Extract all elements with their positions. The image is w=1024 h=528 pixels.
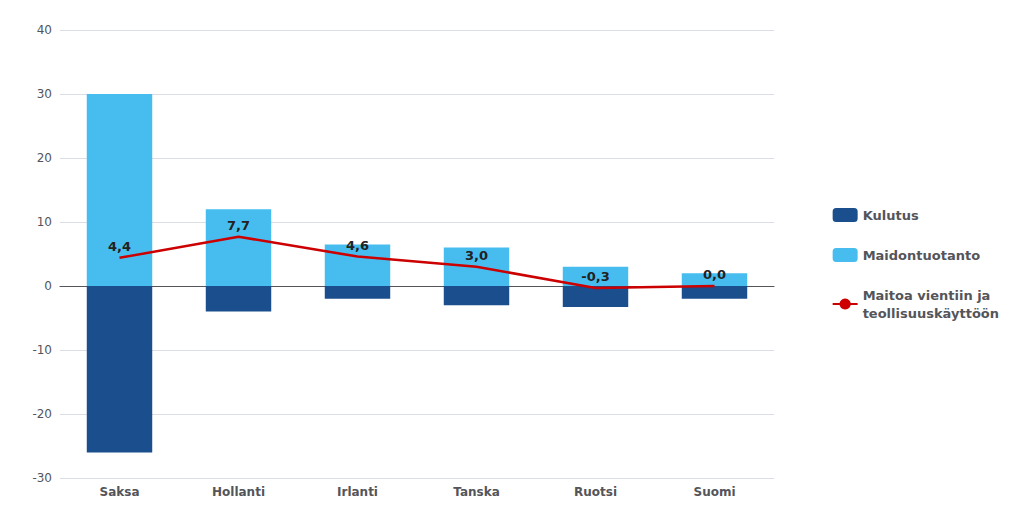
svg-text:Suomi: Suomi bbox=[693, 485, 735, 499]
svg-text:3,0: 3,0 bbox=[465, 248, 488, 263]
svg-text:-0,3: -0,3 bbox=[581, 269, 609, 284]
svg-text:Kulutus: Kulutus bbox=[863, 208, 919, 223]
svg-text:0,0: 0,0 bbox=[703, 267, 726, 282]
svg-text:-20: -20 bbox=[32, 407, 52, 421]
svg-text:Irlanti: Irlanti bbox=[337, 485, 378, 499]
svg-text:Maitoa vientiin ja: Maitoa vientiin ja bbox=[863, 288, 991, 303]
svg-text:-10: -10 bbox=[32, 343, 52, 357]
svg-text:Saksa: Saksa bbox=[100, 485, 140, 499]
svg-text:20: 20 bbox=[37, 151, 52, 165]
svg-text:Ruotsi: Ruotsi bbox=[574, 485, 617, 499]
svg-text:Hollanti: Hollanti bbox=[212, 485, 265, 499]
svg-text:40: 40 bbox=[37, 23, 52, 37]
svg-text:Maidontuotanto: Maidontuotanto bbox=[863, 248, 981, 263]
svg-text:0: 0 bbox=[44, 279, 52, 293]
svg-text:10: 10 bbox=[37, 215, 52, 229]
svg-text:-30: -30 bbox=[32, 471, 52, 485]
svg-text:Tanska: Tanska bbox=[453, 485, 500, 499]
svg-text:30: 30 bbox=[37, 87, 52, 101]
svg-text:teollisuuskäyttöön: teollisuuskäyttöön bbox=[863, 306, 999, 321]
svg-text:4,4: 4,4 bbox=[108, 239, 131, 254]
svg-text:7,7: 7,7 bbox=[227, 218, 250, 233]
svg-text:4,6: 4,6 bbox=[346, 238, 369, 253]
